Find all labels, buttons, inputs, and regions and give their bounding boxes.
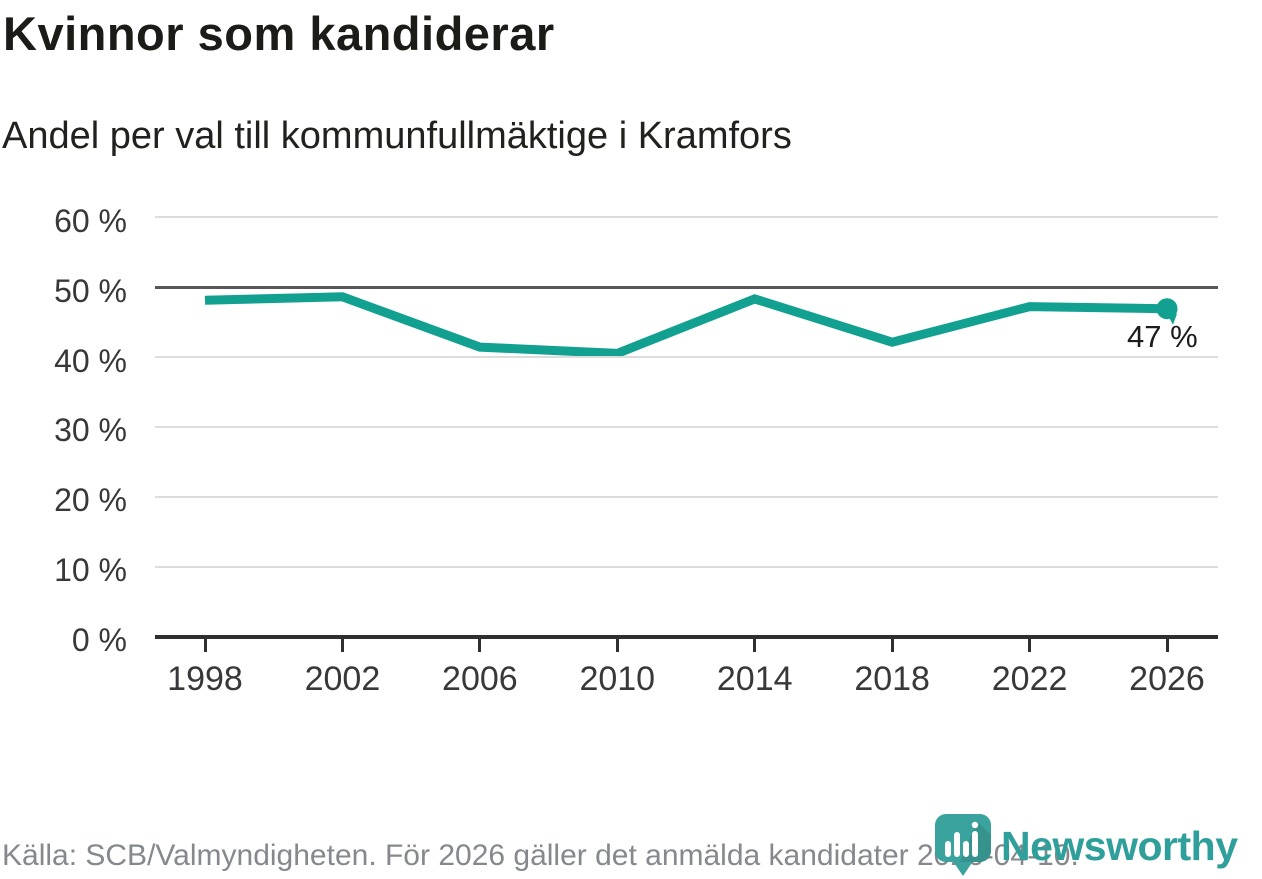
- page-title: Kvinnor som kandiderar: [3, 7, 555, 60]
- y-tick-label: 20 %: [54, 482, 127, 519]
- newsworthy-pin-barchart-icon: [935, 814, 991, 876]
- x-tick-label: 2026: [1129, 660, 1205, 698]
- x-tick-mark: [890, 639, 894, 652]
- x-tick-mark: [340, 639, 344, 652]
- gridline-20: [155, 495, 1218, 498]
- data-line: [204, 292, 1168, 358]
- end-point-marker: [1156, 298, 1178, 320]
- x-tick-label: 2018: [854, 660, 930, 698]
- gridline-10: [155, 565, 1218, 568]
- x-tick-mark: [1028, 639, 1032, 652]
- x-tick-mark: [203, 639, 207, 652]
- x-tick-mark: [478, 639, 482, 652]
- y-tick-label: 40 %: [54, 342, 127, 379]
- brand-logo: Newsworthy: [933, 812, 1262, 879]
- x-tick-label: 2006: [442, 660, 518, 698]
- gridline-60: [155, 216, 1218, 219]
- bar-4: [972, 831, 978, 857]
- x-tick-mark: [753, 639, 757, 652]
- chart-subtitle: Andel per val till kommunfullmäktige i K…: [2, 115, 792, 157]
- x-tick-label: 1998: [167, 660, 243, 698]
- bar-4-dot: [971, 821, 979, 829]
- bar-3: [963, 841, 969, 857]
- gridline-50: [155, 286, 1218, 290]
- x-tick-label: 2014: [716, 660, 793, 698]
- gridline-40: [155, 356, 1218, 359]
- y-tick-label: 50 %: [54, 272, 127, 309]
- brand-name: Newsworthy: [1001, 823, 1238, 869]
- y-tick-label: 30 %: [54, 412, 127, 449]
- bar-2: [954, 832, 960, 857]
- x-tick-mark: [615, 639, 619, 652]
- bar-1: [945, 841, 951, 857]
- y-tick-label: 0 %: [71, 622, 127, 658]
- end-value-label: 47 %: [1127, 318, 1198, 354]
- x-tick-mark: [1165, 639, 1169, 652]
- x-tick-label: 2010: [579, 660, 656, 698]
- gridline-0: [155, 635, 1218, 639]
- y-tick-label: 10 %: [54, 552, 127, 589]
- x-tick-label: 2022: [991, 660, 1068, 698]
- gridline-30: [155, 425, 1218, 428]
- x-tick-label: 2002: [304, 660, 381, 698]
- source-note: Källa: SCB/Valmyndigheten. För 2026 gäll…: [2, 839, 1079, 872]
- y-tick-label: 60 %: [54, 202, 127, 239]
